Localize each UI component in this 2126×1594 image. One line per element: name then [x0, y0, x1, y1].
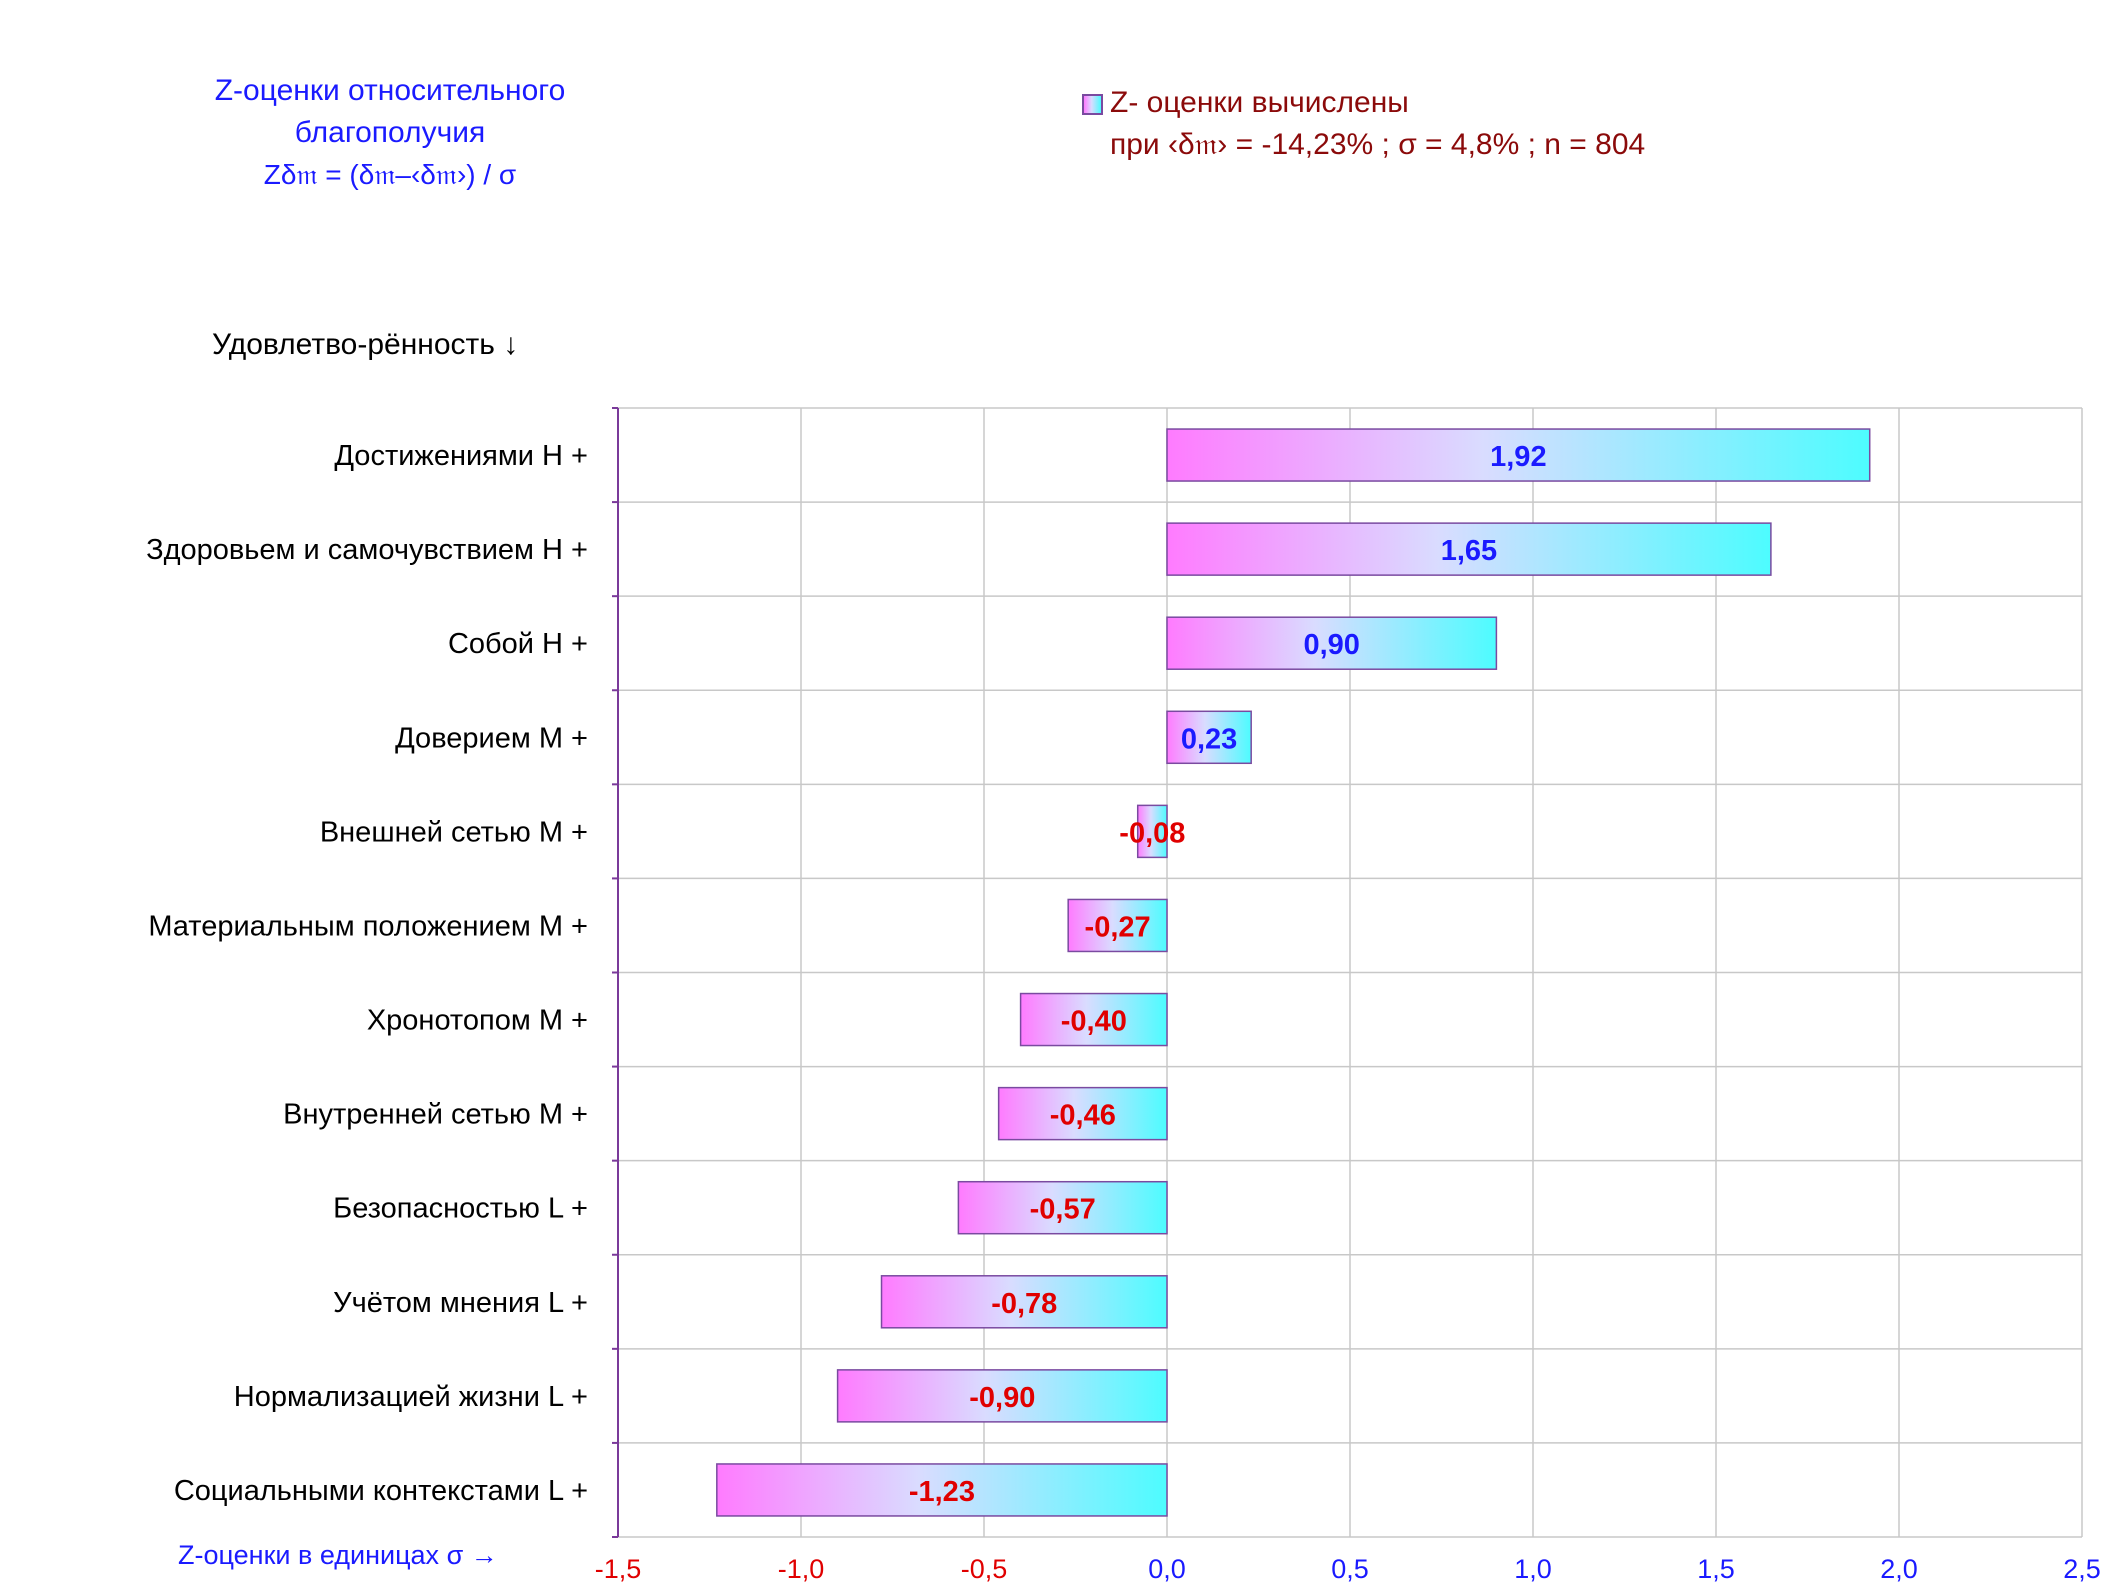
data-label: -0,27: [1085, 911, 1151, 943]
bar: [880, 1275, 1168, 1329]
category-label: Собой H +: [448, 628, 588, 660]
legend-parameters: при ‹δ𝔪› = -14,23% ; σ = 4,8% ; n = 804: [1110, 128, 1646, 161]
data-label: -1,23: [909, 1476, 975, 1508]
x-tick-label: 0,5: [1331, 1554, 1369, 1584]
legend-swatch: [1082, 94, 1103, 115]
category-label: Материальным положением M +: [148, 910, 588, 942]
x-tick-label: 0,0: [1148, 1554, 1186, 1584]
data-label: -0,40: [1061, 1006, 1127, 1038]
x-tick-label: -0,5: [961, 1554, 1008, 1584]
bar: [716, 1463, 1168, 1517]
bar: [1166, 710, 1252, 765]
data-label: 1,65: [1441, 535, 1497, 567]
data-label: 0,90: [1303, 629, 1359, 661]
chart-title: Z-оценки относительного благополучия Zδ𝔪…: [130, 70, 650, 196]
category-label: Внутренней сетью M +: [283, 1099, 588, 1131]
data-label: -0,78: [991, 1288, 1057, 1320]
legend: Z- оценки вычислены при ‹δ𝔪› = -14,23% ;…: [1082, 82, 1645, 166]
category-label: Нормализацией жизни L +: [234, 1381, 588, 1413]
bar: [1166, 616, 1498, 670]
bar: [836, 1369, 1168, 1423]
bar: [1067, 898, 1168, 953]
category-label: Доверием M +: [395, 722, 588, 754]
title-line-1: Z-оценки относительного: [214, 74, 566, 107]
title-formula: Zδ𝔪 = (δ𝔪–‹δ𝔪›) / σ: [263, 159, 517, 190]
bar: [1166, 428, 1871, 482]
x-tick-label: -1,0: [778, 1554, 825, 1584]
bar: [1136, 804, 1168, 859]
x-tick-label: 1,5: [1697, 1554, 1735, 1584]
y-axis-title: Удовлетво-рённость ↓: [212, 328, 519, 361]
data-label: -0,57: [1030, 1194, 1096, 1226]
title-line-2: благополучия: [294, 116, 486, 149]
category-label: Безопасностью L +: [333, 1193, 588, 1225]
x-tick-label: 2,0: [1880, 1554, 1918, 1584]
data-label: 1,92: [1490, 441, 1546, 473]
x-axis-title: Z-оценки в единицах σ →: [178, 1540, 498, 1570]
x-tick-label: 2,5: [2063, 1554, 2101, 1584]
category-label: Хронотопом M +: [367, 1005, 588, 1037]
category-label: Достижениями H +: [334, 440, 588, 472]
category-label: Социальными контекстами L +: [174, 1475, 588, 1507]
bar: [957, 1180, 1168, 1235]
category-label: Учётом мнения L +: [333, 1287, 588, 1319]
x-tick-label: -1,5: [595, 1554, 642, 1584]
legend-entry: Z- оценки вычислены: [1110, 86, 1409, 119]
data-label: 0,23: [1181, 723, 1237, 755]
data-label: -0,90: [969, 1382, 1035, 1414]
category-label: Здоровьем и самочувствием H +: [146, 534, 588, 566]
bar: [1019, 992, 1168, 1047]
data-label: -0,46: [1050, 1100, 1116, 1132]
data-label: -0,08: [1119, 817, 1185, 849]
category-label: Внешней сетью M +: [320, 816, 588, 848]
x-tick-label: 1,0: [1514, 1554, 1552, 1584]
bar: [997, 1086, 1168, 1141]
bar: [1166, 522, 1772, 576]
